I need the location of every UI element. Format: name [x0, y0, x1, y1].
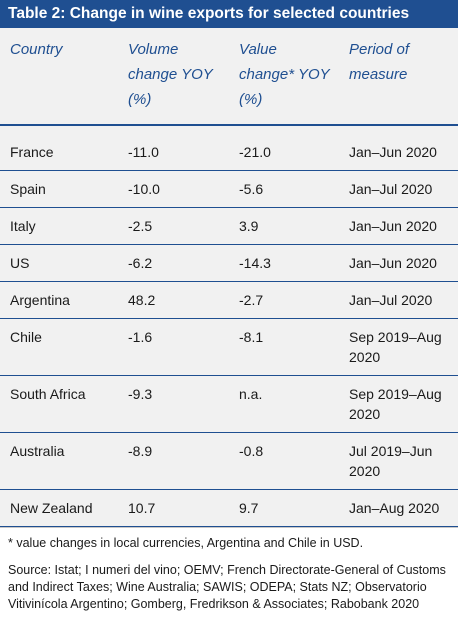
cell-value: -8.1: [229, 318, 339, 376]
cell-country: New Zealand: [0, 489, 118, 527]
cell-country: US: [0, 244, 118, 282]
cell-volume: 48.2: [118, 281, 229, 319]
header-period: Period of measure: [339, 28, 458, 126]
header-value-change: Value change* YOY (%): [229, 28, 339, 126]
table-panel: Country Volume change YOY (%) Value chan…: [0, 28, 458, 527]
cell-value: -2.7: [229, 281, 339, 319]
cell-country: Spain: [0, 170, 118, 208]
cell-country: South Africa: [0, 375, 118, 433]
cell-country: Australia: [0, 432, 118, 490]
header-row: Country Volume change YOY (%) Value chan…: [0, 28, 458, 126]
cell-volume: -11.0: [118, 125, 229, 171]
table-row: New Zealand 10.7 9.7 Jan–Aug 2020: [0, 489, 458, 527]
table-row: Italy -2.5 3.9 Jan–Jun 2020: [0, 207, 458, 245]
cell-period: Jan–Jul 2020: [339, 170, 458, 208]
cell-period: Jan–Jun 2020: [339, 125, 458, 171]
cell-volume: -8.9: [118, 432, 229, 490]
table-title: Table 2: Change in wine exports for sele…: [0, 0, 458, 28]
cell-value: -5.6: [229, 170, 339, 208]
table-row: Spain -10.0 -5.6 Jan–Jul 2020: [0, 170, 458, 208]
cell-volume: -2.5: [118, 207, 229, 245]
cell-value: 3.9: [229, 207, 339, 245]
table-row: Argentina 48.2 -2.7 Jan–Jul 2020: [0, 281, 458, 319]
cell-period: Jan–Jul 2020: [339, 281, 458, 319]
cell-volume: -1.6: [118, 318, 229, 376]
cell-country: Argentina: [0, 281, 118, 319]
cell-period: Jul 2019–Jun 2020: [339, 432, 458, 490]
header-country: Country: [0, 28, 118, 126]
footnote: * value changes in local currencies, Arg…: [0, 527, 458, 560]
cell-period: Jan–Jun 2020: [339, 244, 458, 282]
source-note: Source: Istat; I numeri del vino; OEMV; …: [0, 560, 458, 613]
cell-period: Sep 2019–Aug 2020: [339, 375, 458, 433]
cell-country: France: [0, 125, 118, 171]
cell-period: Jan–Jun 2020: [339, 207, 458, 245]
cell-country: Italy: [0, 207, 118, 245]
cell-volume: -6.2: [118, 244, 229, 282]
wine-exports-table: Country Volume change YOY (%) Value chan…: [0, 28, 458, 527]
cell-period: Jan–Aug 2020: [339, 489, 458, 527]
cell-volume: 10.7: [118, 489, 229, 527]
cell-volume: -9.3: [118, 375, 229, 433]
table-row: Australia -8.9 -0.8 Jul 2019–Jun 2020: [0, 432, 458, 490]
cell-period: Sep 2019–Aug 2020: [339, 318, 458, 376]
cell-volume: -10.0: [118, 170, 229, 208]
table-row: Chile -1.6 -8.1 Sep 2019–Aug 2020: [0, 318, 458, 376]
table-row: US -6.2 -14.3 Jan–Jun 2020: [0, 244, 458, 282]
cell-value: -0.8: [229, 432, 339, 490]
cell-value: n.a.: [229, 375, 339, 433]
cell-value: -21.0: [229, 125, 339, 171]
cell-country: Chile: [0, 318, 118, 376]
table-row: France -11.0 -21.0 Jan–Jun 2020: [0, 125, 458, 171]
table-row: South Africa -9.3 n.a. Sep 2019–Aug 2020: [0, 375, 458, 433]
cell-value: 9.7: [229, 489, 339, 527]
cell-value: -14.3: [229, 244, 339, 282]
header-volume-change: Volume change YOY (%): [118, 28, 229, 126]
